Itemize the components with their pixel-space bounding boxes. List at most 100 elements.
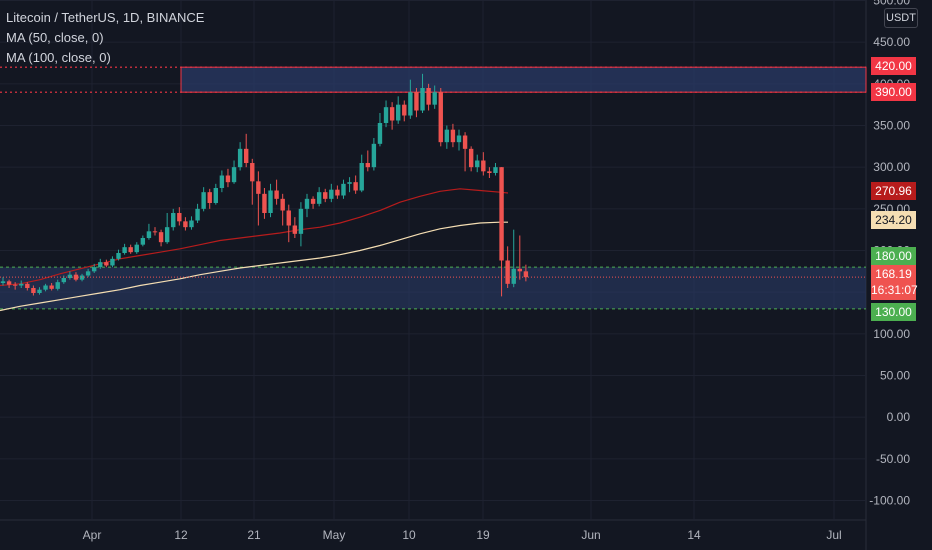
- currency-badge[interactable]: USDT: [884, 8, 918, 28]
- candle-body: [426, 88, 431, 105]
- candle-body: [189, 220, 194, 228]
- bar-countdown: 16:31:07: [871, 283, 918, 297]
- candle-body: [359, 163, 364, 191]
- candle-body: [310, 198, 316, 204]
- candle-body: [219, 175, 225, 189]
- candle-body: [481, 160, 486, 172]
- y-tick-label: 100.00: [873, 327, 910, 341]
- candle-body: [383, 107, 389, 124]
- support-high-label: 180.00: [871, 247, 916, 265]
- x-tick-label: 19: [476, 528, 490, 542]
- candle-body: [335, 189, 340, 196]
- ma50-line: [0, 188, 509, 287]
- candle-body: [19, 283, 24, 286]
- ma50-legend[interactable]: MA (50, close, 0): [6, 30, 104, 45]
- candle-body: [31, 287, 36, 293]
- x-tick-label: Apr: [83, 528, 102, 542]
- candle-body: [408, 92, 413, 116]
- candle-body: [274, 190, 279, 199]
- candle-body: [402, 104, 407, 116]
- y-tick-label: 450.00: [873, 35, 910, 49]
- candle-body: [450, 129, 456, 143]
- y-tick-label: 350.00: [873, 119, 910, 133]
- candle-body: [140, 238, 146, 245]
- candle-body: [128, 247, 133, 253]
- candle-body: [122, 247, 127, 253]
- candle-body: [316, 192, 322, 204]
- candle-body: [79, 275, 85, 280]
- candle-body: [104, 262, 109, 266]
- resistance-zone: [180, 66, 867, 93]
- candle-body: [323, 192, 328, 199]
- candle-body: [12, 284, 18, 286]
- candle-body: [389, 107, 395, 121]
- candle-body: [444, 129, 450, 143]
- candle-body: [262, 193, 267, 214]
- candle-body: [462, 135, 468, 149]
- candle-body: [420, 88, 425, 111]
- ma100-legend[interactable]: MA (100, close, 0): [6, 50, 111, 65]
- candle-body: [414, 92, 419, 111]
- candle-body: [171, 213, 176, 228]
- ma100-price-label: 234.20: [871, 211, 916, 229]
- x-tick-label: 14: [687, 528, 701, 542]
- candle-body: [256, 181, 261, 194]
- candle-body: [268, 190, 273, 214]
- candle-body: [85, 271, 91, 276]
- symbol-title[interactable]: Litecoin / TetherUS, 1D, BINANCE: [6, 10, 205, 25]
- ma50-price-label: 270.96: [871, 182, 916, 200]
- candle-body: [511, 268, 516, 284]
- candle-body: [456, 135, 462, 143]
- candle-body: [298, 208, 304, 234]
- candle-body: [146, 231, 152, 239]
- candle-body: [347, 182, 352, 184]
- resistance-low-label: 390.00: [871, 83, 916, 101]
- x-tick-label: 21: [247, 528, 261, 542]
- current-price: 168.19: [875, 267, 912, 281]
- candle-body: [92, 267, 97, 272]
- candle-body: [493, 167, 498, 174]
- candle-body: [213, 188, 218, 204]
- y-tick-label: 500.00: [873, 0, 910, 8]
- y-tick-label: -100.00: [869, 493, 910, 507]
- candle-body: [110, 258, 115, 266]
- current-price-label: 168.19 16:31:07: [871, 265, 918, 300]
- y-tick-label: 300.00: [873, 160, 910, 174]
- x-tick-label: May: [323, 528, 346, 542]
- support-zone: [0, 267, 866, 309]
- candle-body: [164, 227, 170, 243]
- ma100-line: [0, 221, 508, 312]
- candle-body: [292, 225, 298, 234]
- candle-body: [49, 285, 54, 289]
- y-tick-label: 50.00: [880, 368, 910, 382]
- candle-body: [499, 167, 504, 261]
- candle-body: [25, 283, 30, 288]
- candle-body: [487, 171, 492, 174]
- candle-body: [353, 182, 358, 191]
- candle-body: [377, 123, 383, 144]
- candle-body: [329, 189, 334, 199]
- candle-body: [134, 244, 139, 253]
- candle-body: [231, 167, 237, 183]
- candle-body: [0, 281, 6, 283]
- candle-body: [6, 281, 12, 285]
- x-tick-label: 12: [174, 528, 188, 542]
- candle-body: [152, 231, 158, 233]
- candle-body: [396, 104, 401, 121]
- resistance-high-label: 420.00: [871, 57, 916, 75]
- chart-legend: Litecoin / TetherUS, 1D, BINANCE MA (50,…: [6, 8, 204, 68]
- candle-body: [468, 148, 474, 168]
- y-tick-label: -50.00: [876, 452, 910, 466]
- candle-body: [250, 163, 255, 182]
- candle-body: [158, 232, 164, 243]
- candle-body: [371, 143, 377, 168]
- x-tick-label: 10: [402, 528, 416, 542]
- candle-body: [177, 213, 182, 222]
- candle-body: [523, 271, 529, 278]
- candle-body: [304, 198, 310, 209]
- y-tick-label: 0.00: [887, 410, 911, 424]
- candle-body: [37, 289, 42, 293]
- x-tick-label: Jul: [826, 528, 841, 542]
- candle-body: [505, 260, 510, 284]
